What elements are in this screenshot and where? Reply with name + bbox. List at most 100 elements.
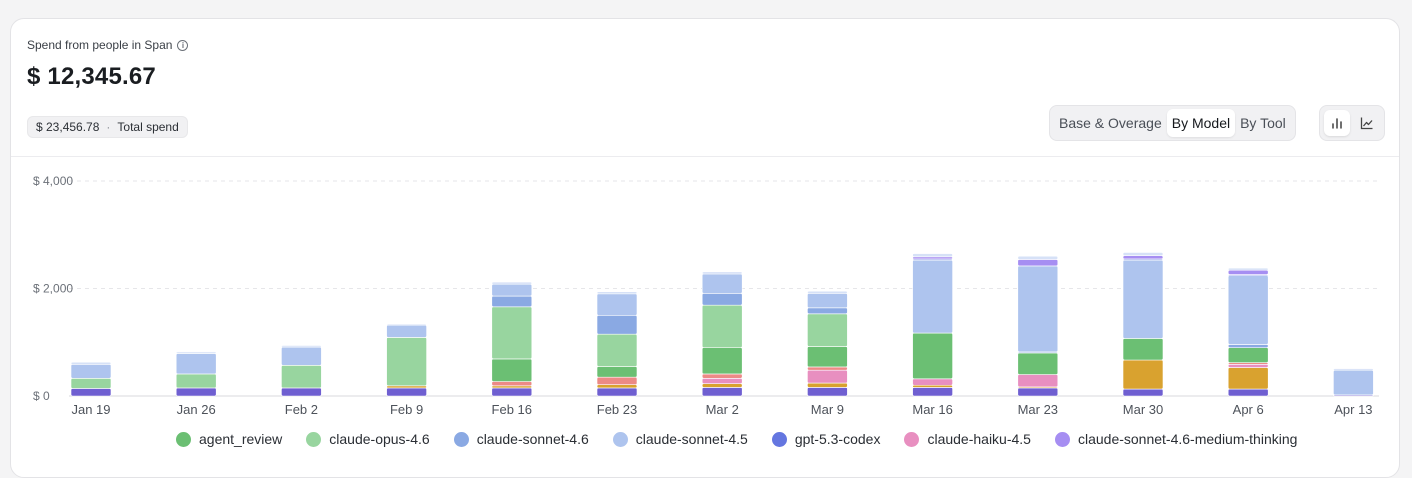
bar-segment: [912, 259, 953, 334]
bar-segment: [1122, 252, 1164, 257]
bar-segment: [1333, 368, 1374, 371]
spend-bar-chart: $ 0 $ 2,000 $ 4,000 Jan 19 Jan 26 Feb 2 Feb 9 F…: [33, 174, 1379, 417]
bar-segment: [175, 353, 217, 375]
bar-segment: [386, 324, 427, 338]
bar-segment: [912, 387, 953, 397]
bar-segment: [1227, 367, 1269, 390]
y-tick-label: $ 0: [33, 389, 50, 403]
bar-segment: [491, 281, 533, 285]
x-tick-label: Feb 23: [597, 402, 637, 417]
bar-segment: [70, 363, 112, 379]
bar-segment: [1017, 352, 1059, 375]
x-tick-label: Mar 23: [1018, 402, 1058, 417]
bar-segment: [596, 376, 638, 386]
x-tick-label: Jan 19: [71, 402, 110, 417]
bar-segment: [807, 387, 848, 397]
legend-item[interactable]: claude-sonnet-4.5: [612, 431, 748, 447]
x-tick-label: Apr 6: [1233, 402, 1264, 417]
legend-item[interactable]: claude-opus-4.6: [306, 431, 430, 447]
bar-segment: [701, 347, 743, 375]
legend-swatch: [771, 431, 787, 447]
legend-item[interactable]: gpt-5.3-codex: [771, 431, 881, 447]
bar-chart-button[interactable]: [1324, 110, 1350, 136]
bar-segment: [281, 346, 322, 366]
line-chart-button[interactable]: [1354, 110, 1380, 136]
bar-segment: [1017, 255, 1059, 260]
legend-swatch: [1054, 431, 1070, 447]
bar-segment: [70, 388, 112, 397]
x-tick-label: Apr 13: [1334, 402, 1372, 417]
bar-segment: [807, 313, 848, 347]
chip-separator: ·: [106, 120, 111, 134]
legend-item[interactable]: claude-sonnet-4.6-medium-thinking: [1054, 431, 1298, 447]
bar-segment: [1227, 347, 1269, 363]
bar-segment: [701, 383, 743, 388]
x-tick-label: Feb 2: [285, 402, 318, 417]
bar-segment: [386, 337, 427, 387]
bar-segment: [701, 387, 743, 397]
bar-segment: [807, 366, 848, 371]
legend-swatch: [176, 431, 191, 447]
x-tick-label: Mar 30: [1123, 402, 1163, 417]
bar-segment: [596, 315, 638, 335]
bar-segment: [1122, 338, 1164, 361]
legend-item[interactable]: agent_review: [176, 431, 282, 447]
bar-segment: [1017, 387, 1059, 397]
total-spend-label: Total spend: [117, 120, 179, 134]
legend-item[interactable]: claude-sonnet-4.6: [453, 431, 589, 447]
legend-swatch: [904, 431, 920, 447]
bar-segment: [701, 293, 743, 306]
bar-segment: [807, 307, 848, 315]
bar-segment: [807, 293, 848, 309]
bar-segment: [596, 387, 638, 397]
chart-legend: agent_review claude-opus-4.6 claude-sonnet…: [176, 431, 1297, 447]
bar-segment: [912, 378, 953, 386]
legend-item[interactable]: claude-haiku-4.5: [904, 431, 1031, 447]
card-header: Spend from people in Span i $ 12,345.67 …: [11, 19, 1399, 157]
bar-segment: [701, 273, 743, 294]
bar-segment: [175, 351, 217, 354]
legend-swatch: [453, 431, 469, 447]
view-toggle: Base & Overage By Model By Tool: [1049, 105, 1296, 141]
tab-by-model[interactable]: By Model: [1166, 109, 1236, 137]
total-spend-chip: $ 23,456.78 · Total spend: [27, 116, 188, 138]
legend-label: claude-haiku-4.5: [927, 431, 1031, 447]
x-tick-label: Mar 16: [912, 402, 952, 417]
spend-amount: $ 12,345.67: [27, 63, 156, 90]
y-tick-label: $ 4,000: [33, 174, 73, 188]
bar-segment: [491, 283, 533, 297]
bar-segment: [596, 384, 638, 389]
tab-base-overage[interactable]: Base & Overage: [1059, 115, 1162, 131]
legend-label: claude-sonnet-4.6-medium-thinking: [1077, 431, 1298, 447]
bar-segment: [70, 377, 112, 389]
bar-segment: [386, 387, 427, 397]
bar-segment: [491, 358, 533, 382]
bar-segment: [1017, 374, 1059, 388]
bar-segment: [701, 377, 743, 384]
bar-segment: [1017, 265, 1059, 353]
legend-swatch: [612, 431, 628, 447]
bar-segment: [1227, 344, 1269, 348]
bar-chart-icon: [1332, 118, 1342, 129]
legend-label: agent_review: [199, 431, 283, 447]
bar-segment: [281, 345, 322, 348]
bar-segment: [281, 365, 322, 389]
bar-segment: [1333, 369, 1374, 396]
tab-by-tool[interactable]: By Tool: [1240, 115, 1286, 131]
bar-segment: [912, 384, 953, 388]
total-spend-value: $ 23,456.78: [36, 120, 100, 134]
legend-label: gpt-5.3-codex: [794, 431, 881, 447]
bar-segment: [912, 253, 953, 258]
bar-segment: [596, 291, 638, 295]
x-tick-label: Jan 26: [177, 402, 216, 417]
bar-segment: [491, 381, 533, 387]
bar-segment: [1227, 269, 1269, 275]
bar-segment: [807, 346, 848, 368]
y-tick-label: $ 2,000: [33, 282, 73, 296]
bar-segment: [912, 332, 953, 380]
bar-segment: [70, 361, 112, 365]
bar-segment: [1122, 359, 1164, 390]
bar-segment: [701, 373, 743, 379]
info-icon[interactable]: i: [177, 39, 189, 51]
spend-card: Spend from people in Span i $ 12,345.67 …: [10, 18, 1400, 478]
